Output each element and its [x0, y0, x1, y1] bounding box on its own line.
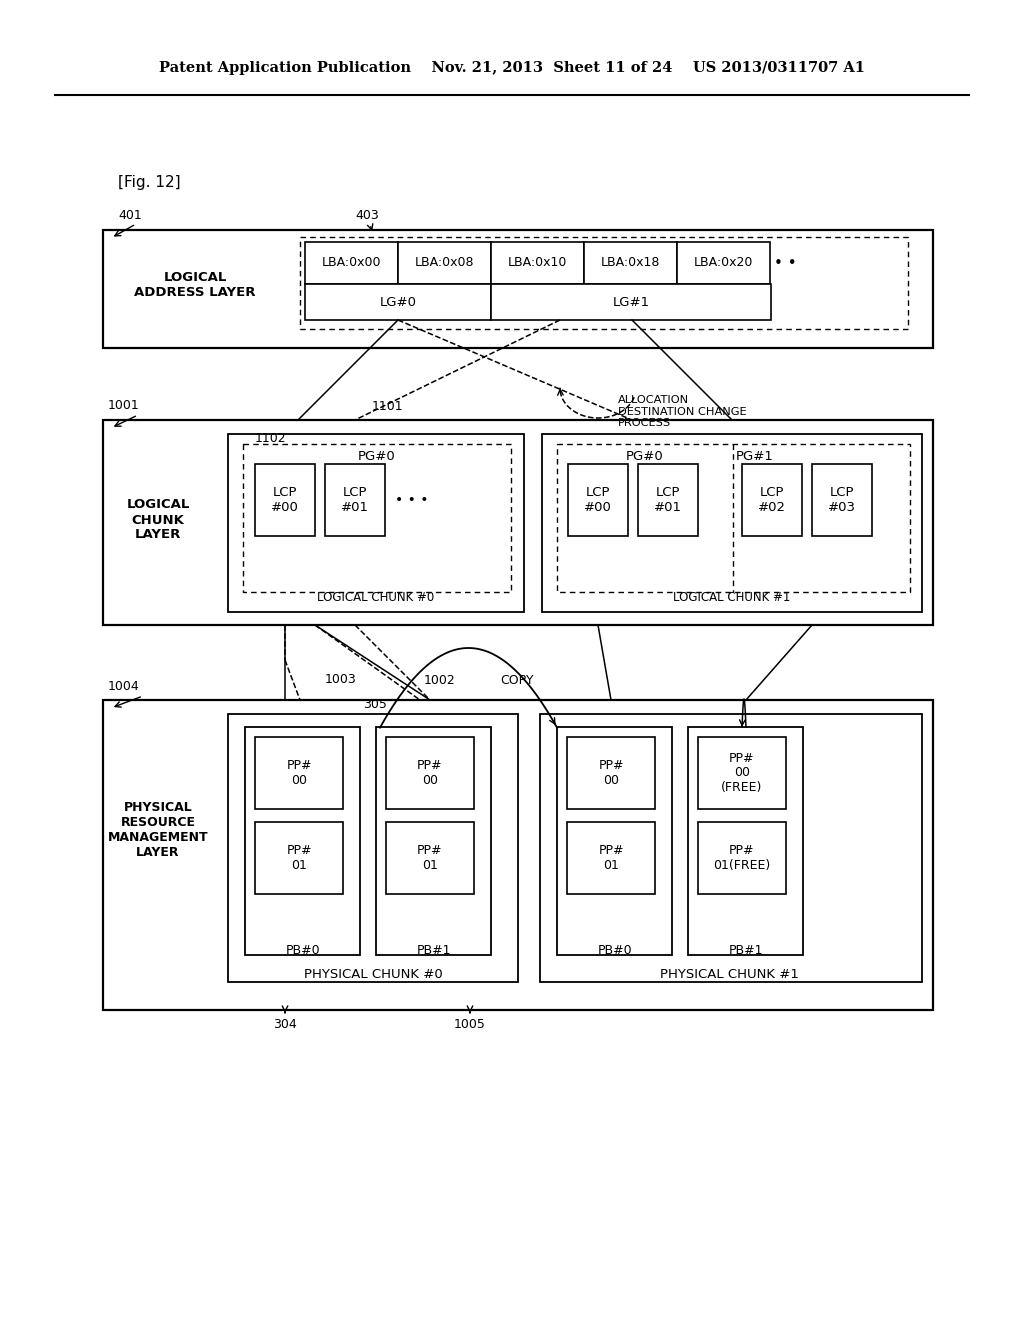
Text: COPY: COPY: [500, 675, 534, 686]
Text: LOGICAL
CHUNK
LAYER: LOGICAL CHUNK LAYER: [126, 499, 189, 541]
Text: LBA:0x18: LBA:0x18: [601, 256, 660, 269]
Bar: [742, 465, 802, 536]
Bar: [386, 737, 474, 809]
Bar: [584, 242, 677, 284]
Bar: [567, 737, 655, 809]
Text: LCP
#03: LCP #03: [828, 486, 856, 513]
Text: PP#
00: PP# 00: [287, 759, 311, 787]
Bar: [103, 700, 933, 1010]
Text: LG#1: LG#1: [612, 296, 649, 309]
Bar: [325, 465, 385, 536]
Text: 401: 401: [118, 209, 141, 222]
Bar: [542, 434, 922, 612]
Bar: [228, 434, 524, 612]
Text: Patent Application Publication    Nov. 21, 2013  Sheet 11 of 24    US 2013/03117: Patent Application Publication Nov. 21, …: [159, 61, 865, 75]
Bar: [103, 420, 933, 624]
Bar: [490, 242, 584, 284]
Bar: [305, 242, 398, 284]
Text: PP#
00: PP# 00: [598, 759, 624, 787]
Text: 1003: 1003: [325, 673, 356, 686]
Text: LCP
#01: LCP #01: [341, 486, 369, 513]
Text: 1002: 1002: [423, 675, 455, 686]
Bar: [228, 714, 518, 982]
Bar: [305, 284, 490, 319]
Bar: [255, 465, 315, 536]
Text: PB#0: PB#0: [598, 944, 632, 957]
Bar: [386, 822, 474, 894]
Text: [Fig. 12]: [Fig. 12]: [118, 174, 180, 190]
Text: PHYSICAL CHUNK #0: PHYSICAL CHUNK #0: [304, 968, 442, 981]
Bar: [677, 242, 770, 284]
Text: 1004: 1004: [108, 680, 139, 693]
Text: LCP
#00: LCP #00: [271, 486, 299, 513]
Text: PP#
01(FREE): PP# 01(FREE): [714, 843, 771, 873]
Text: LCP
#00: LCP #00: [584, 486, 612, 513]
Text: PP#
00
(FREE): PP# 00 (FREE): [721, 751, 763, 795]
Bar: [698, 737, 786, 809]
Bar: [490, 284, 771, 319]
Text: • •: • •: [774, 256, 797, 271]
Bar: [255, 737, 343, 809]
Bar: [698, 822, 786, 894]
Bar: [812, 465, 872, 536]
Text: LBA:0x10: LBA:0x10: [508, 256, 567, 269]
Text: PP#
01: PP# 01: [598, 843, 624, 873]
Text: 403: 403: [355, 209, 379, 222]
Text: 1101: 1101: [372, 400, 403, 413]
Bar: [243, 444, 511, 591]
Text: 1001: 1001: [108, 399, 139, 412]
Bar: [540, 714, 922, 982]
Text: LCP
#01: LCP #01: [654, 486, 682, 513]
Text: PB#1: PB#1: [729, 944, 763, 957]
Text: PG#0: PG#0: [358, 450, 396, 462]
Bar: [557, 444, 910, 591]
Bar: [103, 230, 933, 348]
Text: 1102: 1102: [255, 432, 287, 445]
Text: PP#
00: PP# 00: [417, 759, 442, 787]
Text: 305: 305: [362, 698, 387, 711]
Text: PB#1: PB#1: [417, 944, 452, 957]
Text: LOGICAL CHUNK #1: LOGICAL CHUNK #1: [674, 591, 791, 605]
Bar: [688, 727, 803, 954]
Bar: [557, 727, 672, 954]
Text: LBA:0x00: LBA:0x00: [322, 256, 381, 269]
Text: PP#
01: PP# 01: [417, 843, 442, 873]
Text: PP#
01: PP# 01: [287, 843, 311, 873]
Text: PG#1: PG#1: [736, 450, 774, 462]
Bar: [300, 238, 908, 329]
Bar: [398, 242, 490, 284]
Text: 304: 304: [273, 1018, 297, 1031]
Text: PG#0: PG#0: [626, 450, 664, 462]
Text: PHYSICAL CHUNK #1: PHYSICAL CHUNK #1: [659, 968, 799, 981]
Text: PHYSICAL
RESOURCE
MANAGEMENT
LAYER: PHYSICAL RESOURCE MANAGEMENT LAYER: [108, 801, 208, 859]
Bar: [568, 465, 628, 536]
Bar: [567, 822, 655, 894]
Text: LBA:0x08: LBA:0x08: [415, 256, 474, 269]
Text: 1005: 1005: [454, 1018, 486, 1031]
Bar: [255, 822, 343, 894]
Text: • • •: • • •: [395, 492, 429, 507]
Bar: [376, 727, 490, 954]
Text: LOGICAL
ADDRESS LAYER: LOGICAL ADDRESS LAYER: [134, 271, 256, 300]
Text: ALLOCATION
DESTINATION CHANGE
PROCESS: ALLOCATION DESTINATION CHANGE PROCESS: [618, 395, 746, 428]
Text: LG#0: LG#0: [380, 296, 417, 309]
Text: LCP
#02: LCP #02: [758, 486, 786, 513]
Text: PB#0: PB#0: [286, 944, 321, 957]
Text: LBA:0x20: LBA:0x20: [694, 256, 754, 269]
Bar: [638, 465, 698, 536]
Text: LOGICAL CHUNK #0: LOGICAL CHUNK #0: [317, 591, 434, 605]
Bar: [245, 727, 360, 954]
